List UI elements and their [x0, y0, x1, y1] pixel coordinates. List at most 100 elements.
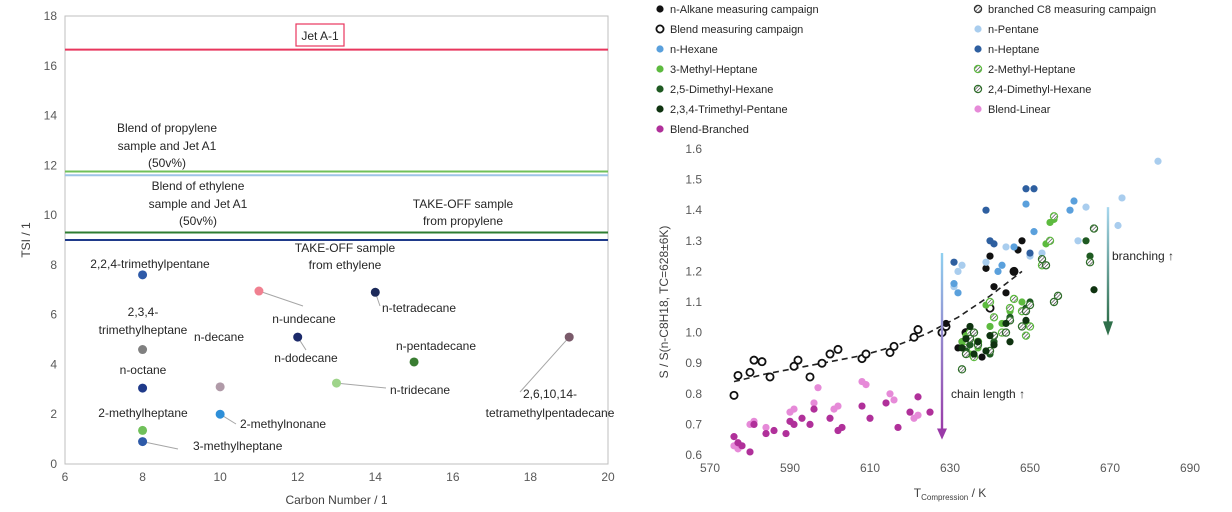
series-3-point-1 — [954, 289, 962, 297]
series-11-point-10 — [798, 414, 806, 422]
series-10-point-6 — [790, 405, 798, 413]
legend-marker-4 — [656, 45, 664, 53]
legend-entry-6: 3-Methyl-Heptane — [656, 64, 757, 76]
legend-entry-7: 2-Methyl-Heptane — [973, 64, 1075, 76]
left-x-tick-label-6: 18 — [524, 470, 538, 484]
data-point-4 — [138, 437, 148, 447]
series-9-point-9 — [1006, 338, 1014, 346]
series-2-point-10 — [1118, 194, 1126, 202]
series-0-point-2 — [745, 367, 755, 377]
series-6-point-10 — [1021, 331, 1031, 340]
series-9 — [958, 286, 1098, 358]
series-0-point-1 — [733, 370, 743, 380]
data-point-6 — [215, 409, 225, 419]
series-0-point-10 — [825, 349, 835, 359]
series-6-point-8 — [1009, 294, 1019, 304]
series-8-point-7 — [1001, 328, 1011, 337]
series-11-point-0 — [730, 433, 738, 441]
series-9-point-6 — [986, 332, 994, 340]
series-8-point-12 — [1037, 254, 1047, 264]
right-x-tick-label-1: 590 — [780, 461, 800, 475]
legend-label-6: 3-Methyl-Heptane — [670, 64, 757, 76]
series-0-point-6 — [789, 361, 799, 371]
series-11-point-15 — [838, 423, 846, 432]
series-9-point-1 — [962, 335, 970, 343]
series-8-point-0 — [957, 365, 967, 374]
point-label-8: n-undecane — [272, 312, 336, 326]
point-label-2: trimethylheptane — [99, 323, 188, 337]
chain-length-arrow-shaft — [940, 253, 944, 431]
series-7-point-1 — [966, 341, 974, 349]
left-y-tick-label-6: 12 — [44, 158, 58, 172]
series-6-point-5 — [989, 313, 999, 322]
data-point-3 — [138, 425, 148, 435]
left-x-tick-label-4: 14 — [369, 470, 383, 484]
chain-length-label: chain length ↑ — [951, 387, 1025, 401]
reference-annotation-6: (50v%) — [179, 214, 217, 228]
series-11-point-20 — [906, 408, 914, 416]
series-6-point-14 — [1049, 212, 1059, 221]
series-7-point-9 — [1082, 237, 1090, 245]
series-10-point-14 — [890, 396, 898, 404]
reference-annotation-8: from propylene — [423, 214, 503, 228]
left-x-tick-label-3: 12 — [291, 470, 305, 484]
point-label-4: 2-methylheptane — [98, 406, 188, 420]
series-3-point-6 — [1030, 228, 1038, 236]
series-4-point-0 — [950, 258, 958, 266]
series-2-point-6 — [1038, 249, 1046, 257]
left-x-axis-label: Carbon Number / 1 — [285, 493, 387, 507]
point-label-6: n-decane — [194, 330, 244, 344]
chain-length-label-arrow: ↑ — [1019, 387, 1025, 401]
series-2-point-3 — [982, 258, 990, 266]
legend-marker-10 — [656, 105, 664, 113]
series-5-point-6 — [986, 322, 994, 331]
series-4-point-4 — [1022, 185, 1030, 193]
right-x-axis-label-sub: Compression — [921, 493, 968, 502]
legend-marker-3 — [974, 25, 982, 33]
series-2-point-8 — [1082, 203, 1090, 211]
series-4-point-6 — [1030, 185, 1038, 193]
data-point-8 — [293, 332, 303, 342]
series-11-point-22 — [926, 408, 934, 416]
legend-entry-9: 2,4-Dimethyl-Hexane — [973, 84, 1091, 96]
series-11-point-12 — [810, 405, 818, 413]
series-1-point-6 — [982, 264, 990, 272]
series-4-point-1 — [982, 206, 990, 214]
left-x-tick-label-5: 16 — [446, 470, 460, 484]
left-x-tick-label-2: 10 — [213, 470, 227, 484]
series-11-point-16 — [858, 402, 866, 410]
legend-label-1: branched C8 measuring campaign — [988, 4, 1156, 16]
series-0-point-17 — [913, 325, 923, 335]
series-5-point-9 — [1018, 298, 1026, 306]
legend-marker-5 — [974, 45, 982, 53]
series-10-point-13 — [886, 390, 894, 398]
legend-label-11: Blend-Linear — [988, 104, 1051, 116]
series-0-point-3 — [749, 355, 759, 365]
legend-entry-12: Blend-Branched — [656, 124, 749, 136]
series-1-point-5 — [978, 353, 986, 361]
series-10-point-4 — [762, 423, 770, 432]
series-8-point-17 — [1089, 224, 1099, 233]
legend-label-4: n-Hexane — [670, 44, 718, 56]
series-2-point-1 — [954, 267, 962, 275]
series-0-point-5 — [765, 372, 775, 382]
reference-annotation-7: TAKE-OFF sample — [413, 197, 514, 211]
series-10 — [730, 377, 922, 453]
legend-marker-12 — [656, 125, 664, 133]
right-x-axis-label: TCompression / K — [914, 486, 987, 502]
series-0-point-11 — [833, 344, 843, 354]
legend-label-8: 2,5-Dimethyl-Hexane — [670, 84, 773, 96]
series-11-point-9 — [790, 420, 798, 428]
series-1-point-8 — [990, 283, 998, 291]
series-3-point-7 — [1066, 206, 1074, 214]
legend-label-12: Blend-Branched — [670, 124, 749, 136]
series-2 — [950, 157, 1162, 291]
series-10-point-16 — [914, 411, 922, 419]
series-9-point-2 — [966, 322, 974, 331]
left-y-tick-label-7: 14 — [44, 109, 58, 123]
legend-label-3: n-Pentane — [988, 24, 1039, 36]
left-x-tick-label-7: 20 — [601, 470, 615, 484]
series-6-point-13 — [1045, 236, 1055, 245]
reference-annotation-5: sample and Jet A1 — [149, 197, 248, 211]
